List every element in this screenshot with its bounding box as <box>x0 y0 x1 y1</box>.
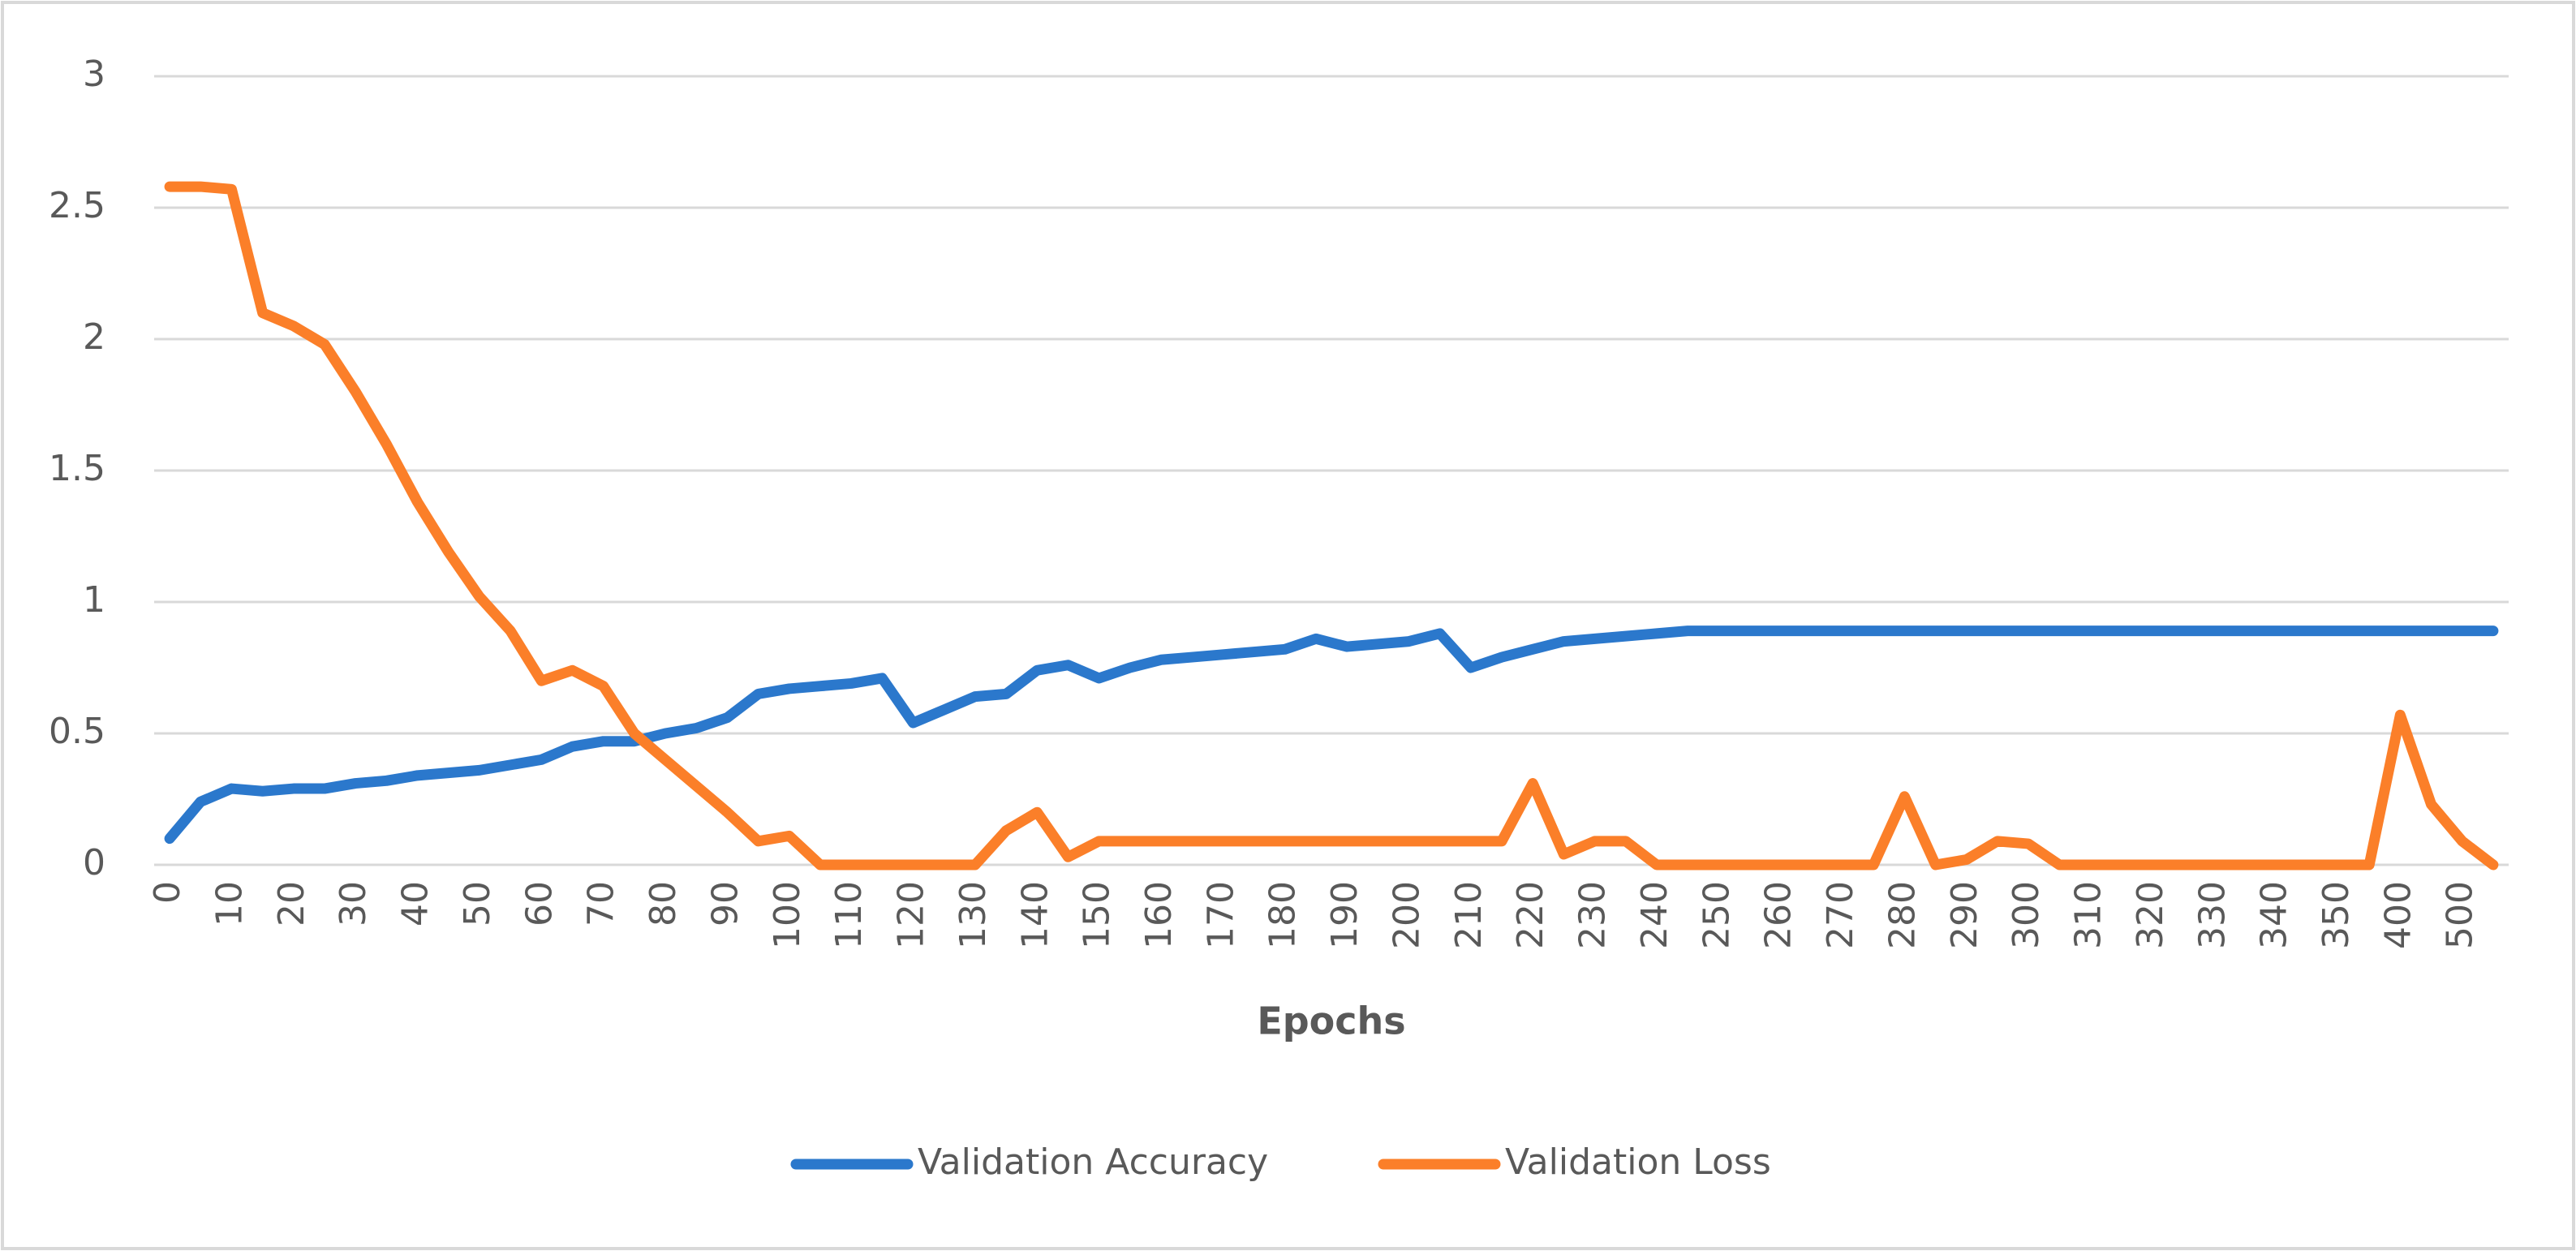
x-tick-label: 230 <box>1572 881 1614 949</box>
data-line <box>164 626 2499 845</box>
x-tick-label: 330 <box>2191 881 2233 949</box>
x-tick-label: 150 <box>1077 881 1118 949</box>
x-tick-label: 180 <box>1262 881 1304 949</box>
x-tick-label: 400 <box>2377 881 2419 949</box>
x-tick-label: 60 <box>518 881 560 926</box>
y-tick-label: 3 <box>83 54 105 95</box>
x-tick-label: 200 <box>1386 881 1427 949</box>
x-tick-label: 130 <box>953 881 994 949</box>
x-tick-label: 500 <box>2440 881 2481 949</box>
y-tick-label: 0 <box>83 842 105 883</box>
x-tick-label: 10 <box>209 881 250 926</box>
x-tick-label: 30 <box>333 881 374 926</box>
x-tick-label: 90 <box>704 881 746 926</box>
x-tick-label: 240 <box>1634 881 1675 949</box>
x-tick-label: 270 <box>1820 881 1861 949</box>
legend-label: Validation Accuracy <box>918 1141 1268 1183</box>
x-tick-label: 220 <box>1510 881 1551 949</box>
x-tick-label: 300 <box>2006 881 2047 949</box>
x-tick-label: 280 <box>1881 881 1923 949</box>
x-tick-label: 110 <box>828 881 870 949</box>
x-tick-label: 140 <box>1014 881 1056 949</box>
x-tick-label: 320 <box>2130 881 2171 949</box>
y-tick-label: 1.5 <box>49 448 105 489</box>
x-tick-label: 100 <box>767 881 808 949</box>
y-tick-label: 2 <box>83 316 105 358</box>
x-tick-label: 50 <box>457 881 498 926</box>
x-tick-label: 250 <box>1696 881 1737 949</box>
x-tick-label: 70 <box>581 881 622 926</box>
x-tick-label: 0 <box>147 881 188 904</box>
x-tick-label: 210 <box>1448 881 1490 949</box>
data-line <box>164 181 2499 871</box>
x-tick-label: 160 <box>1138 881 1180 949</box>
x-tick-label: 190 <box>1324 881 1365 949</box>
x-tick-label: 120 <box>891 881 932 949</box>
y-tick-label: 2.5 <box>49 185 105 226</box>
x-tick-label: 340 <box>2254 881 2295 949</box>
x-tick-label: 170 <box>1200 881 1241 949</box>
x-tick-label: 40 <box>395 881 437 926</box>
x-tick-label: 350 <box>2316 881 2357 949</box>
x-tick-label: 260 <box>1758 881 1800 949</box>
y-tick-label: 0.5 <box>49 711 105 752</box>
x-tick-label: 310 <box>2068 881 2109 949</box>
x-axis-label: Epochs <box>1257 1000 1405 1043</box>
x-tick-label: 20 <box>271 881 312 926</box>
x-tick-label: 290 <box>1944 881 1985 949</box>
x-tick-label: 80 <box>643 881 684 926</box>
legend-label: Validation Loss <box>1505 1141 1771 1183</box>
y-tick-label: 1 <box>83 579 105 621</box>
